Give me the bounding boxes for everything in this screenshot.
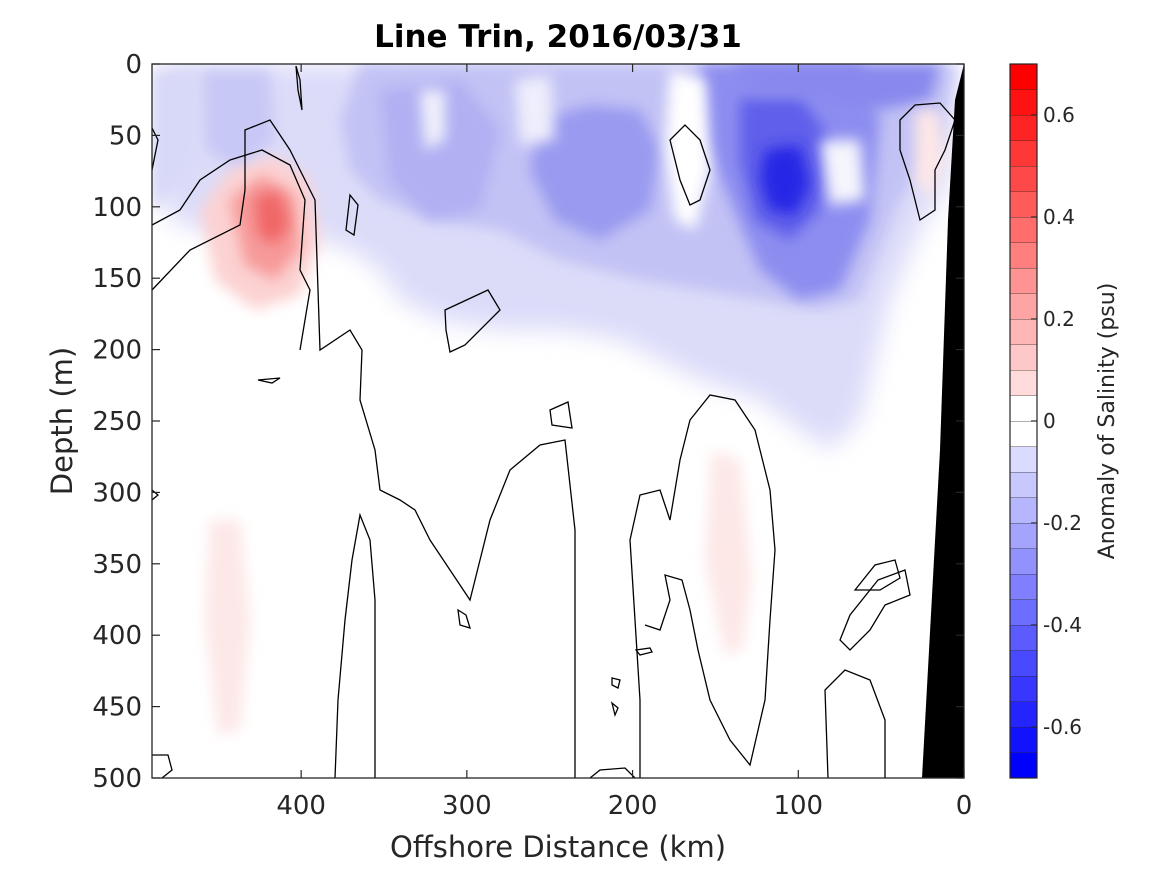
contour-line — [634, 647, 653, 656]
colorbar-bin — [1010, 752, 1037, 778]
y-tick-label: 450 — [92, 693, 142, 723]
x-tick-label: 0 — [956, 791, 973, 821]
y-axis: 0 50 100 150 200 250 300 350 400 450 500 — [92, 50, 964, 794]
positive-patch-deep-left — [205, 520, 250, 735]
contour-line — [629, 394, 776, 778]
x-tick-label: 400 — [276, 791, 326, 821]
contour-line — [669, 124, 711, 206]
y-axis-label: Depth (m) — [45, 347, 79, 495]
contour-line — [824, 669, 886, 778]
contour-line — [152, 119, 576, 778]
contour-line — [152, 489, 160, 501]
colorbar-bin — [1010, 217, 1037, 243]
contour-line — [589, 767, 636, 778]
chart-title: Line Trin, 2016/03/31 — [374, 19, 742, 55]
contour-line — [549, 401, 573, 429]
colorbar-bin — [1010, 574, 1037, 600]
contour-line — [839, 569, 911, 651]
colorbar-bin — [1010, 242, 1037, 268]
y-tick-label: 300 — [92, 478, 142, 508]
colorbar-tick-label: -0.4 — [1043, 613, 1082, 637]
colorbar-bin — [1010, 523, 1037, 549]
colorbar-label: Anomaly of Salinity (psu) — [1095, 283, 1120, 560]
contour-line — [295, 65, 303, 111]
y-tick-label: 350 — [92, 550, 142, 580]
x-tick-label: 100 — [773, 791, 823, 821]
zero-contours — [152, 65, 956, 778]
negative-core-b-inner — [760, 145, 810, 215]
colorbar-bin — [1010, 395, 1037, 421]
colorbar-tick-label: 0.4 — [1043, 205, 1075, 229]
contour-line — [334, 512, 376, 778]
colorbar-bin — [1010, 625, 1037, 651]
y-tick-label: 100 — [92, 193, 142, 223]
y-tick-label: 200 — [92, 336, 142, 366]
zero-gap-d — [820, 140, 865, 205]
contour-line — [152, 754, 173, 778]
contour-line — [152, 149, 311, 351]
y-tick-label: 400 — [92, 621, 142, 651]
positive-patch-deep-mid — [705, 450, 752, 655]
colorbar-tick-label: 0 — [1043, 409, 1056, 433]
colorbar-bin — [1010, 650, 1037, 676]
colorbar-bin — [1010, 293, 1037, 319]
colorbar-bin — [1010, 344, 1037, 370]
x-axis-label: Offshore Distance (km) — [390, 830, 726, 864]
colorbar-bin — [1010, 727, 1037, 753]
colorbar — [1010, 63, 1037, 778]
colorbar-bin — [1010, 446, 1037, 472]
y-tick-label: 0 — [125, 50, 142, 80]
colorbar-bin — [1010, 191, 1037, 217]
zero-gap-c — [515, 75, 555, 145]
contour-line — [257, 377, 281, 384]
contour-line — [853, 559, 901, 591]
colorbar-bin — [1010, 421, 1037, 447]
colorbar-bin — [1010, 497, 1037, 523]
colorbar-bin — [1010, 370, 1037, 396]
colorbar-tick-label: -0.2 — [1043, 511, 1082, 535]
zero-gap-b — [420, 90, 445, 150]
colorbar-bin — [1010, 548, 1037, 574]
negative-patch-left — [200, 70, 275, 170]
colorbar-bin — [1010, 140, 1037, 166]
colorbar-bin — [1010, 701, 1037, 727]
bathymetry-mask — [922, 64, 964, 778]
colorbar-bin — [1010, 599, 1037, 625]
colorbar-bin — [1010, 676, 1037, 702]
colorbar-tick-label: 0.6 — [1043, 103, 1075, 127]
negative-patch-left2 — [152, 70, 200, 210]
contour-line — [345, 193, 359, 237]
y-tick-label: 500 — [92, 764, 142, 794]
colorbar-bin — [1010, 64, 1037, 90]
contour-line — [610, 701, 619, 718]
colorbar-ticks: 0.6 0.4 0.2 0 -0.2 -0.4 -0.6 — [1031, 103, 1082, 739]
anomaly-field — [152, 64, 964, 778]
colorbar-bin — [1010, 319, 1037, 345]
colorbar-bin — [1010, 472, 1037, 498]
positive-core-inner — [255, 192, 290, 245]
contour-line — [152, 127, 159, 171]
colorbar-bin — [1010, 115, 1037, 141]
positive-patch-right — [915, 110, 945, 200]
x-tick-label: 300 — [442, 791, 492, 821]
negative-top-right — [730, 64, 940, 110]
contour-line — [444, 289, 501, 353]
colorbar-bin — [1010, 89, 1037, 115]
colorbar-tick-label: -0.6 — [1043, 715, 1082, 739]
x-tick-label: 200 — [608, 791, 658, 821]
zero-gap-a — [665, 70, 710, 230]
contour-line — [611, 677, 621, 689]
y-tick-label: 150 — [92, 264, 142, 294]
y-tick-label: 250 — [92, 407, 142, 437]
negative-core-a — [530, 105, 660, 240]
colorbar-bin — [1010, 268, 1037, 294]
contour-line — [899, 102, 956, 222]
contour-line — [457, 608, 471, 629]
colorbar-bin — [1010, 166, 1037, 192]
colorbar-tick-label: 0.2 — [1043, 307, 1075, 331]
x-axis: 400 300 200 100 0 — [276, 64, 972, 821]
negative-mid-left — [380, 80, 500, 220]
y-tick-label: 50 — [109, 121, 142, 151]
